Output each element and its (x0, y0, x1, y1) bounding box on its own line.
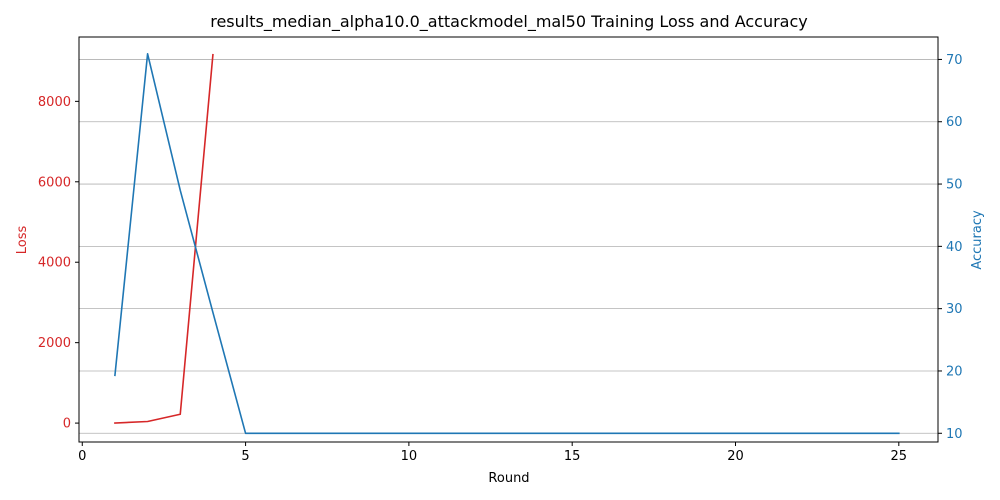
right-tick-label: 30 (946, 302, 963, 317)
x-axis-title: Round (488, 471, 529, 486)
left-tick-label: 8000 (38, 95, 71, 110)
left-tick-label: 2000 (38, 336, 71, 351)
x-tick-label: 25 (891, 449, 908, 464)
right-tick-label: 40 (946, 240, 963, 255)
right-tick-label: 50 (946, 178, 963, 193)
chart-title: results_median_alpha10.0_attackmodel_mal… (210, 12, 808, 32)
series (114, 53, 900, 435)
right-tick-label: 20 (946, 364, 963, 379)
right-tick-label: 60 (946, 115, 963, 130)
left-tick-label: 6000 (38, 175, 71, 190)
grid (79, 59, 938, 434)
series-line-loss (114, 53, 214, 424)
x-tick-label: 10 (401, 449, 418, 464)
x-tick-label: 5 (241, 449, 249, 464)
plot-frame (78, 36, 939, 443)
left-tick-label: 4000 (38, 256, 71, 271)
axes: 0 5 10 15 20 25 0 2000 4000 6000 8000 10 20 30 40 50 60 7… (38, 53, 963, 464)
x-tick-label: 0 (78, 449, 86, 464)
x-tick-label: 15 (564, 449, 581, 464)
left-axis-title: Loss (15, 226, 30, 255)
x-tick-label: 20 (727, 449, 744, 464)
right-tick-label: 10 (946, 427, 963, 442)
series-line-accuracy (114, 53, 900, 435)
right-axis-title: Accuracy (970, 210, 985, 270)
right-tick-label: 70 (946, 53, 963, 68)
left-tick-label: 0 (63, 417, 71, 432)
